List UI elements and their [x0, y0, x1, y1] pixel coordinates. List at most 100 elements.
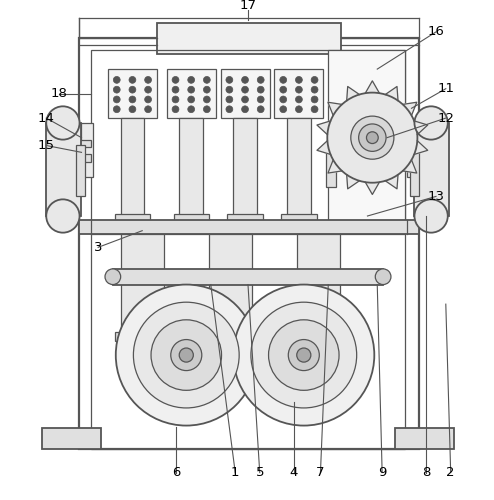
Bar — [157, 23, 341, 54]
Text: 7: 7 — [316, 466, 325, 479]
Text: 3: 3 — [94, 241, 102, 254]
Text: 1: 1 — [231, 466, 240, 479]
Circle shape — [311, 86, 318, 93]
Bar — [275, 69, 324, 118]
Circle shape — [280, 106, 287, 112]
Bar — [233, 118, 257, 221]
Polygon shape — [317, 121, 330, 134]
Circle shape — [251, 302, 357, 408]
Circle shape — [204, 86, 210, 93]
Polygon shape — [328, 102, 342, 116]
Circle shape — [226, 106, 233, 112]
Circle shape — [242, 86, 248, 93]
Circle shape — [129, 106, 136, 112]
Bar — [407, 123, 418, 177]
Bar — [220, 69, 270, 118]
Bar — [287, 118, 311, 221]
Circle shape — [46, 200, 80, 232]
Circle shape — [226, 76, 233, 84]
Bar — [79, 38, 419, 449]
Bar — [79, 140, 91, 147]
Bar — [115, 332, 169, 342]
Circle shape — [242, 76, 248, 84]
Circle shape — [204, 106, 210, 112]
Circle shape — [280, 96, 287, 103]
Circle shape — [204, 76, 210, 84]
Polygon shape — [317, 140, 330, 154]
Circle shape — [257, 76, 264, 84]
Circle shape — [105, 269, 121, 284]
Circle shape — [328, 92, 417, 182]
Bar — [46, 123, 81, 216]
Text: 16: 16 — [428, 26, 445, 38]
Circle shape — [359, 124, 386, 152]
Circle shape — [204, 96, 210, 103]
Text: 4: 4 — [290, 466, 298, 479]
Bar — [227, 214, 263, 226]
Bar — [395, 428, 453, 449]
Text: 6: 6 — [172, 466, 181, 479]
Circle shape — [295, 96, 302, 103]
Circle shape — [188, 96, 195, 103]
Circle shape — [113, 96, 120, 103]
Circle shape — [269, 320, 339, 390]
Circle shape — [46, 106, 80, 140]
Circle shape — [188, 86, 195, 93]
Circle shape — [257, 96, 264, 103]
Circle shape — [288, 340, 319, 370]
Circle shape — [179, 348, 193, 362]
Circle shape — [129, 86, 136, 93]
Bar — [281, 214, 317, 226]
Polygon shape — [414, 140, 428, 154]
Circle shape — [233, 284, 374, 426]
Bar — [91, 50, 405, 226]
Circle shape — [113, 76, 120, 84]
Circle shape — [295, 76, 302, 84]
Circle shape — [172, 76, 179, 84]
Circle shape — [257, 106, 264, 112]
Bar — [76, 146, 85, 196]
Text: 9: 9 — [378, 466, 386, 479]
Polygon shape — [365, 81, 379, 93]
Circle shape — [414, 200, 448, 232]
Bar — [179, 118, 203, 221]
Circle shape — [375, 269, 391, 284]
Text: 13: 13 — [427, 190, 445, 203]
Circle shape — [311, 76, 318, 84]
Circle shape — [172, 106, 179, 112]
Bar — [79, 154, 91, 162]
Circle shape — [113, 106, 120, 112]
Polygon shape — [347, 174, 360, 189]
Circle shape — [188, 76, 195, 84]
Circle shape — [242, 106, 248, 112]
Bar — [414, 123, 449, 216]
Polygon shape — [414, 121, 428, 134]
Bar — [79, 220, 419, 234]
Text: 18: 18 — [50, 87, 67, 100]
Circle shape — [151, 320, 221, 390]
Circle shape — [145, 106, 152, 112]
Circle shape — [226, 96, 233, 103]
Text: 15: 15 — [38, 139, 55, 152]
Bar — [410, 146, 419, 196]
Circle shape — [171, 340, 202, 370]
Bar — [82, 123, 93, 177]
Bar — [203, 332, 258, 342]
Polygon shape — [385, 86, 398, 101]
Bar — [297, 234, 340, 338]
Bar — [121, 118, 144, 221]
Polygon shape — [365, 182, 379, 194]
Circle shape — [414, 106, 448, 140]
Text: 8: 8 — [422, 466, 430, 479]
Circle shape — [172, 86, 179, 93]
Bar — [209, 234, 252, 338]
Bar — [166, 69, 216, 118]
Bar — [108, 69, 157, 118]
Bar — [115, 214, 150, 226]
Circle shape — [242, 96, 248, 103]
Polygon shape — [385, 174, 398, 189]
Text: 12: 12 — [437, 112, 454, 124]
Bar — [91, 234, 405, 449]
Circle shape — [297, 348, 311, 362]
Text: 17: 17 — [240, 0, 256, 12]
